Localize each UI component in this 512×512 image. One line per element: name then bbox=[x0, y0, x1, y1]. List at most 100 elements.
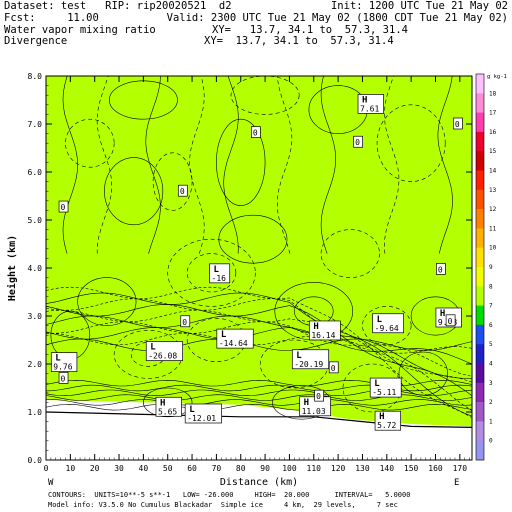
colorbar-frame bbox=[475, 73, 485, 461]
svg-text:0: 0 bbox=[61, 374, 66, 383]
colorbar-level: 7 bbox=[489, 303, 493, 310]
svg-text:0: 0 bbox=[180, 187, 185, 196]
colorbar-swatch bbox=[476, 324, 484, 345]
contour-line bbox=[77, 277, 137, 326]
colorbar-level: 16 bbox=[489, 129, 497, 136]
colorbar-level: 15 bbox=[489, 148, 497, 155]
dataset-info: Dataset: test RIP: rip20020521 d2 bbox=[4, 0, 232, 12]
extremum-value: 11.03 bbox=[302, 407, 326, 416]
extremum-type: L bbox=[377, 315, 383, 325]
x-tick-label: 110 bbox=[307, 464, 322, 473]
colorbar-level: 1 bbox=[489, 418, 493, 425]
x-tick-label: 10 bbox=[66, 464, 76, 473]
zero-contour-label: 0 bbox=[453, 117, 463, 130]
colorbar-swatch bbox=[476, 209, 484, 229]
colorbar-unit: g kg-1 bbox=[487, 74, 507, 80]
zero-contour-label: 0 bbox=[353, 135, 363, 148]
extremum-label: L-12.01 bbox=[184, 403, 222, 424]
colorbar-swatch bbox=[476, 363, 484, 384]
x-tick-label: 40 bbox=[139, 464, 149, 473]
contour-line bbox=[46, 298, 472, 412]
contour-line bbox=[46, 315, 472, 380]
zero-contour-label: 0 bbox=[314, 389, 324, 402]
extremum-value: 7.61 bbox=[360, 104, 379, 113]
x-tick-label: 20 bbox=[90, 464, 100, 473]
contour-line bbox=[384, 76, 400, 254]
extremum-type: L bbox=[214, 265, 220, 275]
svg-text:0: 0 bbox=[331, 364, 336, 373]
contour-line bbox=[376, 104, 446, 182]
x-tick-label: 90 bbox=[260, 464, 270, 473]
extremum-type: H bbox=[304, 398, 309, 408]
svg-text:0: 0 bbox=[355, 138, 360, 147]
contour-line bbox=[186, 253, 237, 293]
y-axis-label: Height (km) bbox=[6, 235, 18, 301]
extremum-value: -16 bbox=[212, 274, 227, 283]
contour-line bbox=[437, 76, 453, 254]
contour-line bbox=[216, 118, 266, 206]
colorbar-level: 10 bbox=[489, 245, 497, 252]
colorbar-swatch bbox=[476, 382, 484, 403]
x-tick-label: 100 bbox=[282, 464, 297, 473]
zero-contour-label: 0 bbox=[250, 126, 261, 138]
endpoint-west: W bbox=[48, 478, 54, 488]
contour-line bbox=[218, 214, 288, 264]
colorbar-level: 17 bbox=[489, 110, 497, 117]
endpoint-east: E bbox=[454, 478, 459, 488]
extremum-label: H5.72 bbox=[374, 410, 402, 431]
contour-line bbox=[143, 387, 193, 418]
terrain-mask bbox=[46, 412, 472, 460]
y-tick-label: 0.0 bbox=[28, 456, 43, 465]
contour-line bbox=[167, 238, 256, 307]
y-tick-label: 4.0 bbox=[28, 264, 43, 273]
colorbar-swatch bbox=[476, 74, 484, 94]
extremum-type: L bbox=[296, 351, 302, 361]
extremum-value: 16.14 bbox=[311, 331, 335, 340]
svg-text:0: 0 bbox=[316, 392, 321, 401]
x-tick-label: 60 bbox=[187, 464, 197, 473]
x-axis-label: Distance (km) bbox=[220, 477, 298, 488]
colorbar-level: 13 bbox=[489, 187, 497, 194]
x-tick-label: 70 bbox=[212, 464, 222, 473]
extremum-type: L bbox=[150, 343, 156, 353]
model-info: Model info: V3.5.0 No Cumulus Blackadar … bbox=[48, 501, 398, 509]
x-tick-label: 170 bbox=[453, 464, 468, 473]
x-tick-label: 150 bbox=[404, 464, 419, 473]
y-tick-label: 8.0 bbox=[28, 72, 43, 81]
extremum-value: -20.19 bbox=[294, 360, 323, 369]
forecast-hour: Fcst: 11.00 bbox=[4, 12, 99, 24]
colorbar-swatch bbox=[476, 151, 484, 171]
colorbar-level: 18 bbox=[489, 90, 497, 97]
x-tick-label: 0 bbox=[44, 464, 49, 473]
y-tick-label: 5.0 bbox=[28, 216, 43, 225]
extremum-value: -5.11 bbox=[372, 388, 396, 397]
colorbar-swatch bbox=[476, 131, 484, 152]
svg-text:0: 0 bbox=[253, 129, 258, 138]
contour-line bbox=[65, 118, 115, 168]
extremum-value: 5.72 bbox=[377, 421, 396, 430]
colorbar-level: 3 bbox=[489, 380, 493, 387]
colorbar-swatch bbox=[476, 421, 484, 441]
zero-contour-label: 0 bbox=[177, 184, 188, 197]
extremum-value: 5.65 bbox=[158, 407, 177, 416]
extremum-type: L bbox=[374, 379, 380, 389]
x-tick-label: 130 bbox=[355, 464, 370, 473]
extremum-label: H16.14 bbox=[308, 320, 341, 341]
colorbar-level: 5 bbox=[489, 341, 493, 348]
field2-name: Divergence bbox=[4, 35, 68, 47]
colorbar-swatch bbox=[476, 305, 484, 326]
extremum-value: 9.76 bbox=[53, 363, 72, 372]
contour-line bbox=[230, 76, 300, 115]
x-tick-label: 50 bbox=[163, 464, 173, 473]
zero-contour-label: 0 bbox=[58, 372, 69, 384]
extremum-label: H5.65 bbox=[155, 396, 182, 417]
extremum-label: L-5.11 bbox=[369, 377, 402, 398]
extremum-type: H bbox=[313, 322, 318, 332]
svg-text:0: 0 bbox=[448, 317, 453, 326]
contour-line bbox=[46, 332, 472, 354]
colorbar-level: 12 bbox=[489, 206, 497, 213]
contour-line bbox=[46, 327, 472, 365]
colorbar-swatch bbox=[476, 402, 484, 422]
extremum-label: H7.61 bbox=[357, 94, 384, 114]
colorbar-swatch bbox=[476, 267, 484, 287]
